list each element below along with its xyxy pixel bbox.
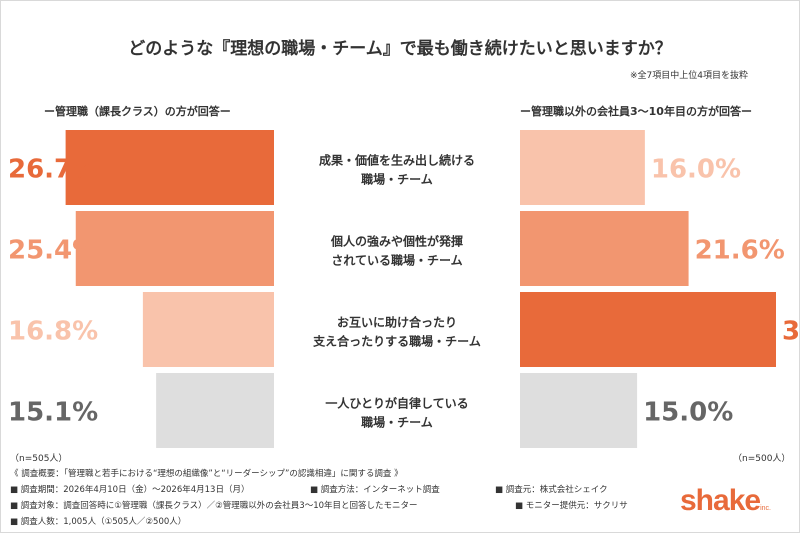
category-label: されている職場・チーム — [331, 253, 462, 268]
right-sample-size: （n=500人） — [733, 454, 791, 464]
footer-provider: ■ モニター提供元：サクリサ — [515, 501, 628, 511]
shake-logo: shakeinc. — [680, 484, 771, 518]
right-value-label: 32.8% — [782, 317, 800, 347]
category-label: お互いに助け合ったり — [337, 315, 457, 330]
category-label: 支え合ったりする職場・チーム — [312, 334, 481, 349]
right-series-label: ー管理職以外の会社員3〜10年目の方が回答ー — [520, 105, 752, 118]
footer-source: ■ 調査元：株式会社シェイク — [495, 485, 608, 495]
left-value-label: 16.8% — [8, 317, 98, 347]
right-value-label: 21.6% — [695, 236, 785, 266]
left-bar — [142, 292, 274, 367]
category-label: 成果・価値を生み出し続ける — [319, 153, 475, 168]
chart-title: どのような『理想の職場・チーム』で最も働き続けたいと思いますか？ — [128, 39, 672, 59]
left-value-label: 25.4% — [8, 236, 98, 266]
right-bar — [520, 130, 645, 205]
category-label: 職場・チーム — [361, 172, 433, 187]
footer-target: ■ 調査対象：調査回答時に①管理職（課長クラス）／②管理職以外の会社員3〜10年… — [10, 501, 418, 511]
category-label: 個人の強みや個性が発揮 — [330, 234, 463, 249]
left-sample-size: （n=505人） — [10, 454, 68, 464]
left-bar — [65, 130, 274, 205]
survey-footer: 《 調査概要：「管理職と若手における“理想の組織像”と“リーダーシップ”の認識相… — [10, 466, 660, 530]
logo-sub: inc. — [760, 505, 771, 512]
category-label: 一人ひとりが自律している — [325, 396, 468, 411]
logo-text: shake — [680, 484, 761, 517]
right-bar — [520, 373, 638, 448]
footer-overview: 《 調査概要：「管理職と若手における“理想の組織像”と“リーダーシップ”の認識相… — [10, 469, 403, 479]
right-value-label: 15.0% — [643, 398, 733, 428]
left-value-label: 26.7% — [8, 155, 98, 185]
left-bar — [156, 373, 274, 448]
category-label: 職場・チーム — [361, 415, 433, 430]
chart-note: ※全7項目中上位4項目を抜粋 — [630, 71, 748, 81]
right-value-label: 16.0% — [651, 155, 741, 185]
left-value-label: 15.1% — [8, 398, 98, 428]
right-bar — [520, 292, 776, 367]
footer-count: ■ 調査人数：1,005人（①505人／②500人） — [10, 517, 187, 527]
footer-method: ■ 調査方法：インターネット調査 — [310, 485, 440, 495]
footer-period: ■ 調査期間：2026年4月10日（金）〜2026年4月13日（月） — [10, 485, 250, 495]
left-bar — [75, 211, 274, 286]
left-series-label: ー管理職（課長クラス）の方が回答ー — [44, 105, 231, 118]
right-bar — [520, 211, 689, 286]
